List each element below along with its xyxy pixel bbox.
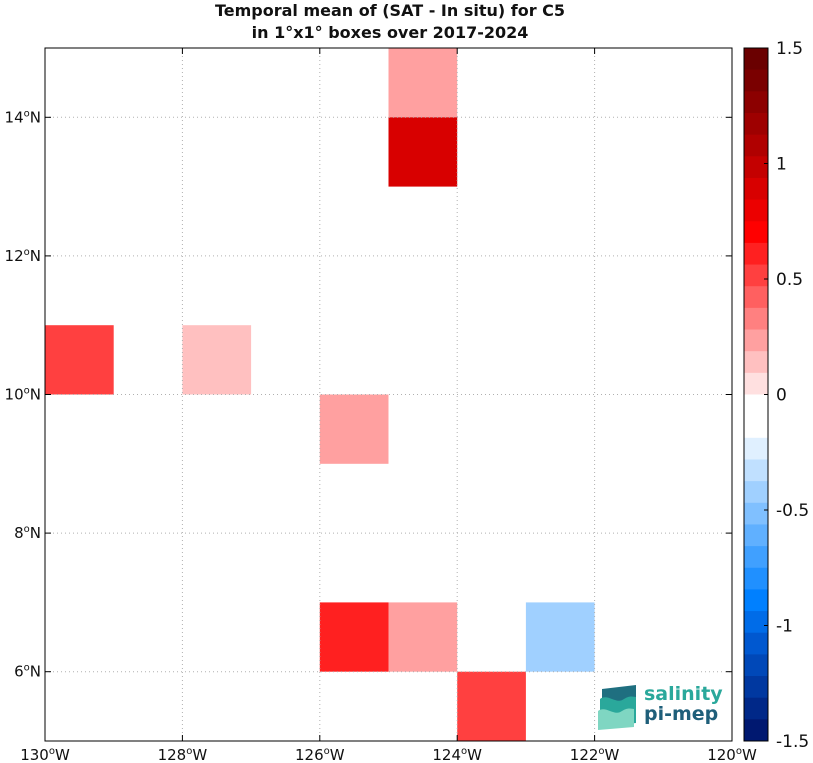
x-tick-label: 128oW	[158, 746, 208, 763]
colorbar-segment	[744, 437, 768, 460]
heatmap-cell	[457, 671, 526, 741]
colorbar-segment	[744, 589, 768, 612]
colorbar-tick-label: 1.5	[776, 39, 803, 59]
colorbar-tick-label: -1.5	[776, 732, 809, 752]
grid-lines	[44, 48, 733, 741]
colorbar-segment	[744, 329, 768, 352]
colorbar-segment	[744, 134, 768, 157]
colorbar-segment	[744, 719, 768, 742]
colorbar-segment	[744, 654, 768, 677]
colorbar-segment	[744, 177, 768, 201]
x-tick-label: 130oW	[20, 746, 70, 763]
heatmap-cell	[182, 325, 252, 395]
colorbar-segment	[744, 611, 768, 634]
colorbar-segment	[744, 91, 768, 114]
colorbar-segment	[744, 697, 768, 720]
colorbar-tick-label: 1	[776, 155, 787, 175]
colorbar-tick-label: 0	[776, 386, 787, 406]
heatmap-cell	[182, 394, 252, 464]
colorbar-segment	[744, 676, 768, 699]
colorbar-segment	[744, 199, 768, 222]
colorbar-segment	[744, 242, 768, 266]
chart-title-line1: Temporal mean of (SAT - In situ) for C5	[214, 1, 566, 20]
x-tick-label: 126oW	[295, 746, 345, 763]
colorbar-segment	[744, 502, 768, 525]
y-tick-label: 8oN	[14, 524, 41, 542]
heatmap-cell	[388, 117, 458, 187]
colorbar-segment	[744, 459, 768, 482]
colorbar-segment	[744, 112, 768, 136]
heatmap-cell	[525, 602, 595, 672]
colorbar-segment	[744, 546, 768, 569]
salinity-pi-mep-logo: salinity pi-mep	[596, 683, 726, 731]
colorbar-tick-label: 0.5	[776, 270, 803, 290]
heatmap-cell	[388, 602, 458, 672]
colorbar: 1.5 1 0.5 0 -0.5 -1 -1.5	[743, 39, 809, 752]
logo-line2: pi-mep	[644, 703, 719, 725]
colorbar-segment	[744, 69, 768, 92]
colorbar-segment	[744, 286, 768, 309]
colorbar-segment	[744, 416, 768, 439]
colorbar-segment	[744, 307, 768, 331]
heatmap-cells	[45, 48, 595, 741]
colorbar-tick-label: -0.5	[776, 501, 809, 521]
y-tick-label: 12oN	[5, 247, 41, 265]
colorbar-segment	[744, 156, 768, 179]
colorbar-segment	[744, 48, 768, 71]
wave-logo-icon	[598, 685, 636, 730]
colorbar-segment	[744, 372, 768, 395]
chart-title: Temporal mean of (SAT - In situ) for C5 …	[0, 0, 780, 44]
colorbar-segment	[744, 351, 768, 374]
colorbar-segment	[744, 221, 768, 244]
heatmap-cell	[45, 325, 114, 395]
y-tick-label: 6oN	[14, 663, 41, 681]
x-tick-label: 122oW	[570, 746, 620, 763]
colorbar-segment	[744, 567, 768, 590]
heatmap-cell	[319, 394, 389, 464]
colorbar-segment	[744, 264, 768, 287]
x-tick-label: 124oW	[432, 746, 482, 763]
y-tick-label: 14oN	[5, 108, 41, 126]
colorbar-segment	[744, 481, 768, 504]
chart-title-line2: in 1°x1° boxes over 2017-2024	[251, 23, 529, 42]
colorbar-tick-label: -1	[776, 617, 793, 637]
x-tick-label: 120oW	[707, 746, 757, 763]
heatmap-cell	[388, 48, 458, 118]
y-tick-label: 10oN	[5, 386, 41, 404]
colorbar-segment	[744, 524, 768, 547]
colorbar-segment	[744, 394, 768, 417]
axis-ticks: 130oW 128oW 126oW 124oW 122oW 120oW 6oN 8oN 10oN…	[5, 48, 757, 763]
logo-line1: salinity	[644, 683, 723, 705]
colorbar-segment	[744, 632, 768, 655]
heatmap-cell	[319, 602, 389, 672]
